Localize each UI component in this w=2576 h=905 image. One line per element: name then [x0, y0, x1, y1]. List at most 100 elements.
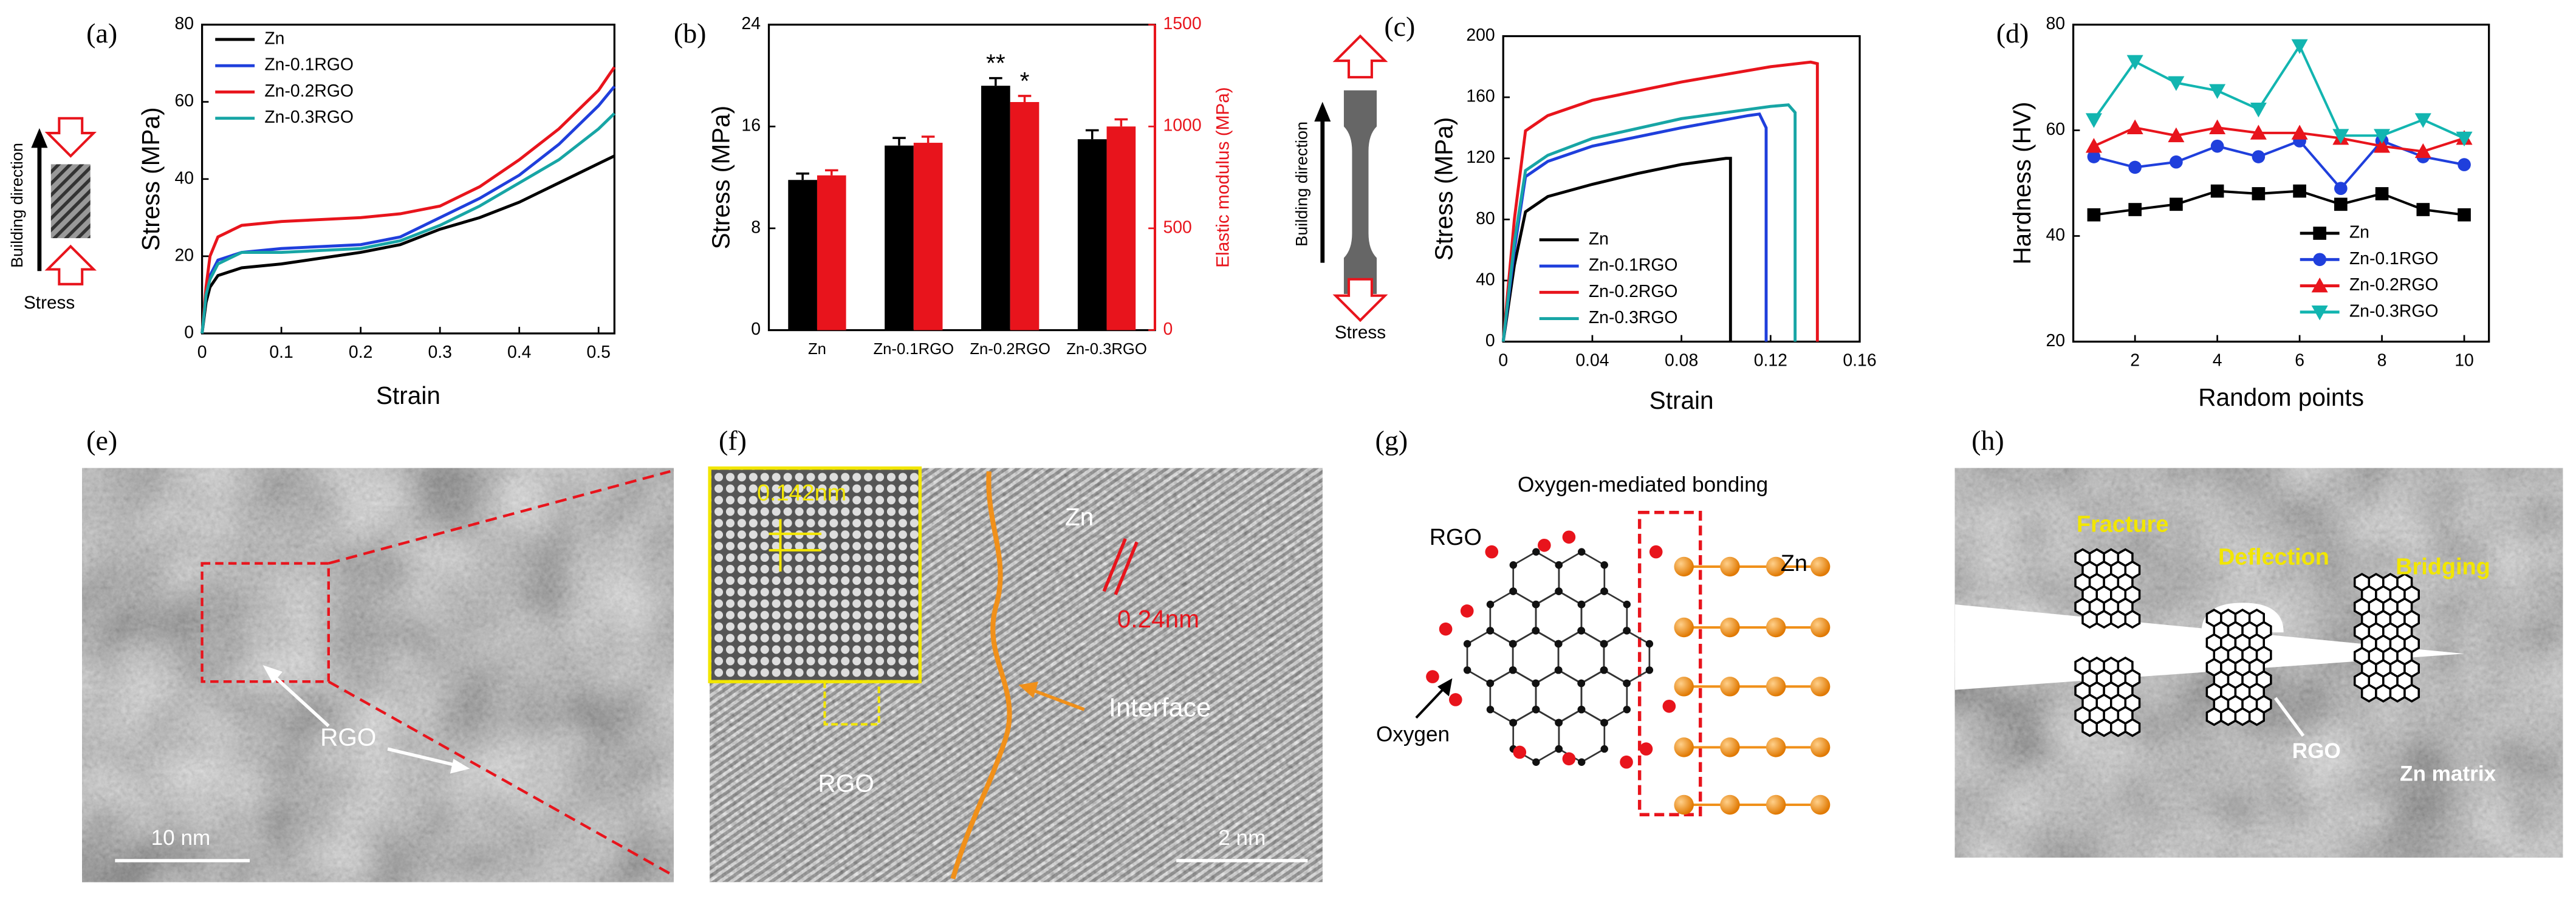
zn-atom	[1720, 617, 1740, 638]
marker	[2252, 150, 2266, 163]
carbon-atom	[1555, 745, 1563, 753]
oxygen-atom	[1426, 670, 1439, 683]
zn-atom	[1766, 794, 1786, 815]
rgo-cell	[2234, 707, 2251, 726]
x-tick-label: 2	[2130, 350, 2140, 370]
carbon-atom	[1486, 705, 1495, 714]
carbon-atom	[1600, 666, 1608, 674]
marker	[2375, 187, 2389, 200]
chart: (c) 0 40 80 120 160 200 0 0.04 0.08 0.12 0.16 Strain…	[1384, 11, 1876, 414]
inset-c: Building direction Stress	[1292, 34, 1388, 343]
arrow-head	[31, 128, 48, 148]
pointer-arrow	[1031, 688, 1085, 711]
x-tick-label: 0.08	[1665, 350, 1698, 370]
carbon-atom	[1623, 679, 1631, 688]
carbon-atom	[1463, 640, 1471, 648]
carbon-atom	[1623, 627, 1631, 635]
inset-a: Building direction Stress	[8, 117, 97, 313]
chart: (d) 20 40 60 80 2 4 6 8 10 Random points Hardness (…	[1996, 14, 2490, 411]
significance-mark: *	[1020, 67, 1030, 95]
y-tick-label: 80	[2046, 14, 2065, 33]
rgo-cell	[2081, 718, 2098, 737]
x-tick-label: 0	[1498, 350, 1508, 370]
error-bar	[1114, 118, 1128, 127]
carbon-ring	[1489, 590, 1537, 645]
panel-text: Zn matrix	[2400, 762, 2496, 786]
panel-text: RGO	[1430, 525, 1482, 550]
y-tick-label: 120	[1466, 148, 1495, 167]
legend-label: Zn-0.2RGO	[264, 81, 354, 101]
carbon-ring	[1535, 669, 1583, 724]
marker	[2209, 84, 2226, 99]
x-tick-label: 0.3	[428, 343, 451, 362]
arrow-head	[1314, 101, 1331, 122]
marker	[2126, 119, 2143, 135]
marker	[2250, 102, 2267, 118]
carbon-atom	[1623, 600, 1631, 609]
zn-atom	[1674, 556, 1694, 577]
marker	[2210, 139, 2224, 153]
y2-tick-label: 0	[1163, 319, 1173, 339]
carbon-atom	[1509, 561, 1518, 569]
y-tick-label: 40	[2046, 225, 2065, 245]
oxygen-atom	[1449, 693, 1462, 706]
spacing-marker	[1102, 538, 1127, 592]
zn-atom	[1720, 556, 1740, 577]
y-tick-label: 40	[1476, 270, 1495, 289]
y-tick-label: 20	[175, 245, 194, 265]
zn-atom	[1810, 677, 1831, 697]
marker	[2168, 127, 2185, 143]
rgo-cell	[2205, 707, 2222, 726]
oxygen-atom	[1439, 622, 1453, 636]
y-tick-label: 60	[2046, 120, 2065, 139]
zoom-line	[327, 680, 671, 875]
marker	[2311, 278, 2328, 293]
carbon-atom	[1577, 600, 1586, 609]
x-tick-label: 10	[2454, 350, 2474, 370]
x-axis-label: Strain	[1649, 386, 1714, 414]
carbon-atom	[1509, 640, 1517, 648]
marker	[2291, 125, 2308, 140]
carbon-ring	[1512, 629, 1560, 685]
marker	[2209, 119, 2226, 135]
legend-label: Zn-0.2RGO	[2349, 275, 2439, 295]
panel-text: Bridging	[2396, 555, 2490, 580]
y2-tick-label: 1000	[1163, 116, 1201, 135]
zn-atom	[1720, 677, 1740, 697]
carbon-ring	[1558, 551, 1606, 606]
panel-text: Zn	[1065, 503, 1094, 531]
zn-atom	[1810, 556, 1831, 577]
zn-atom	[1810, 617, 1831, 638]
series-line	[200, 66, 616, 334]
bar	[788, 180, 817, 330]
oxygen-atom	[1538, 538, 1551, 552]
oxygen-atom	[1562, 752, 1576, 766]
marker	[2291, 39, 2308, 54]
series-line	[200, 154, 615, 334]
marker	[2313, 227, 2326, 240]
pointer-arrow	[387, 747, 457, 767]
arrow-head	[1018, 681, 1038, 698]
series-line	[2094, 190, 2465, 216]
x-tick-label: Zn-0.1RGO	[873, 341, 954, 358]
y-tick-label: 200	[1466, 26, 1495, 45]
oxygen-atom	[1620, 755, 1633, 769]
y2-axis-label: Elastic modulus (MPa)	[1213, 87, 1233, 267]
rgo-cell	[2220, 707, 2237, 726]
carbon-ring	[1580, 590, 1628, 645]
y-axis-label: Stress (MPa)	[707, 106, 735, 250]
panel-g	[1415, 510, 1831, 816]
panel-f	[708, 466, 1323, 883]
marker	[2313, 253, 2326, 267]
y-tick-label: 80	[175, 14, 194, 33]
carbon-ring	[1557, 629, 1605, 685]
zn-atom	[1674, 794, 1694, 815]
carbon-atom	[1600, 745, 1608, 753]
carbon-atom	[1577, 627, 1585, 635]
y-tick-label: 0	[751, 319, 761, 339]
panel-text: RGO	[2292, 739, 2341, 763]
interface-line	[950, 471, 1012, 879]
legend-label: Zn-0.3RGO	[2349, 301, 2439, 321]
marker	[2170, 155, 2183, 169]
